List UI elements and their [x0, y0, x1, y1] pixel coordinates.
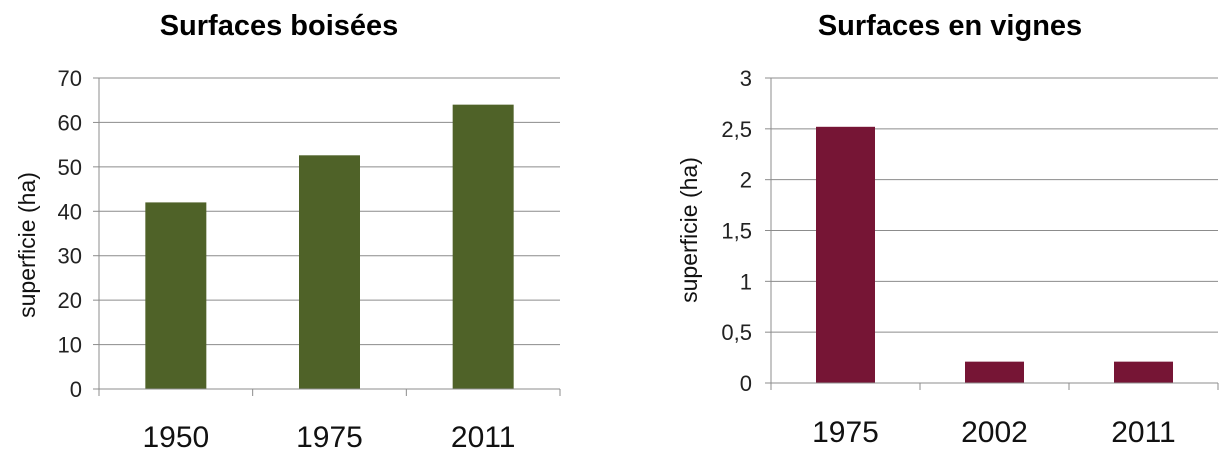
bar-1950	[145, 202, 207, 389]
y-tick-label: 3	[740, 66, 752, 91]
x-tick-label: 1975	[296, 421, 363, 454]
bar-1975	[299, 155, 360, 389]
y-tick-label: 0	[740, 371, 752, 396]
x-tick-label: 2011	[1111, 416, 1176, 449]
y-tick-label: 60	[58, 110, 82, 135]
y-tick-label: 1,5	[721, 219, 752, 244]
y-tick-label: 20	[58, 288, 82, 313]
y-axis-label: superficie (ha)	[676, 157, 702, 303]
bar-1975	[816, 126, 875, 384]
x-tick-label: 2002	[961, 416, 1028, 449]
bar-2011	[1114, 361, 1173, 383]
x-tick-label: 1975	[812, 416, 879, 449]
bar-2011	[452, 104, 514, 390]
chart-title: Surfaces boisées	[160, 10, 399, 42]
bars	[816, 126, 1173, 384]
y-tick-label: 1	[740, 269, 752, 294]
y-tick-label: 70	[58, 66, 82, 91]
bars	[145, 104, 514, 390]
y-tick-label: 2,5	[721, 117, 752, 142]
y-tick-label: 10	[58, 333, 82, 358]
y-tick-label: 50	[58, 155, 82, 180]
y-ticks: 0 10 20 30 40 50 60 70	[58, 66, 82, 402]
y-ticks: 0 0,5 1 1,5 2 2,5 3	[721, 66, 752, 396]
x-ticks: 1950 1975 2011	[142, 421, 515, 454]
chart-surfaces-boisees: Surfaces boisées superficie (ha) 0 10 20 30…	[14, 10, 561, 454]
axes	[93, 77, 561, 396]
y-tick-label: 0	[70, 377, 82, 402]
x-tick-label: 2011	[451, 421, 516, 454]
axes	[765, 77, 1219, 390]
y-tick-label: 2	[740, 168, 752, 193]
x-tick-label: 1950	[142, 421, 209, 454]
chart-title: Surfaces en vignes	[818, 10, 1082, 42]
chart-surfaces-en-vignes: Surfaces en vignes superficie (ha) 0 0,5 1…	[676, 10, 1219, 449]
bar-2002	[965, 361, 1024, 383]
x-ticks: 1975 2002 2011	[812, 416, 1176, 449]
y-tick-label: 30	[58, 244, 82, 269]
y-tick-label: 40	[58, 199, 82, 224]
y-tick-label: 0,5	[721, 320, 752, 345]
y-axis-label: superficie (ha)	[14, 172, 40, 318]
